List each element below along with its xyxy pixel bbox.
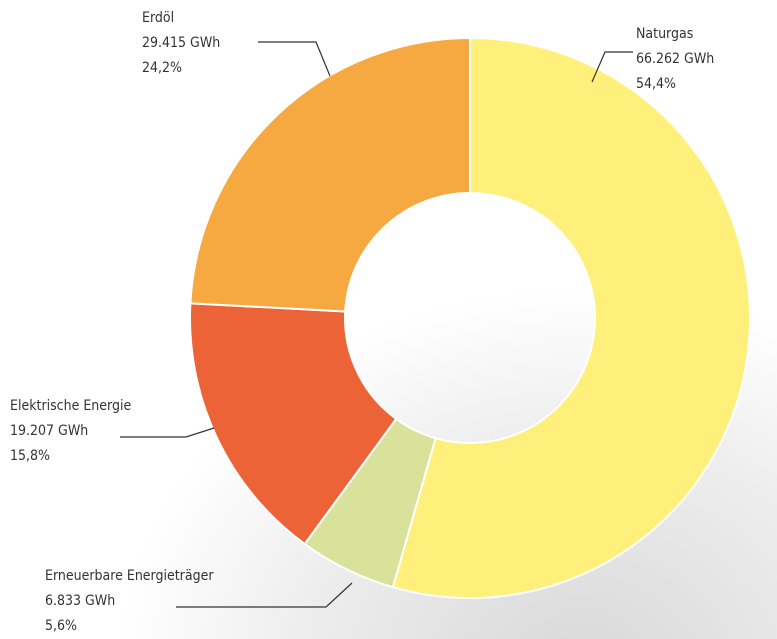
slice-value-label: 19.207 GWh — [10, 423, 88, 439]
slice-label: Naturgas — [636, 26, 693, 42]
slice-value-label: 6.833 GWh — [45, 593, 115, 609]
slice-percent-label: 15,8% — [10, 448, 50, 464]
donut-slice — [391, 36, 751, 599]
donut-slice — [189, 36, 471, 313]
slice-label: Erneuerbare Energieträger — [45, 568, 214, 584]
slice-label: Elektrische Energie — [10, 398, 131, 414]
slice-label: Erdöl — [142, 10, 174, 26]
slice-value-label: 66.262 GWh — [636, 51, 714, 67]
leader-line — [258, 41, 331, 77]
leader-line — [591, 51, 633, 83]
donut-slice — [189, 302, 398, 546]
slice-percent-label: 24,2% — [142, 60, 182, 76]
slice-percent-label: 5,6% — [45, 618, 77, 634]
leader-line — [120, 427, 215, 438]
slice-value-label: 29.415 GWh — [142, 35, 220, 51]
slice-percent-label: 54,4% — [636, 76, 676, 92]
leader-line — [176, 582, 353, 608]
